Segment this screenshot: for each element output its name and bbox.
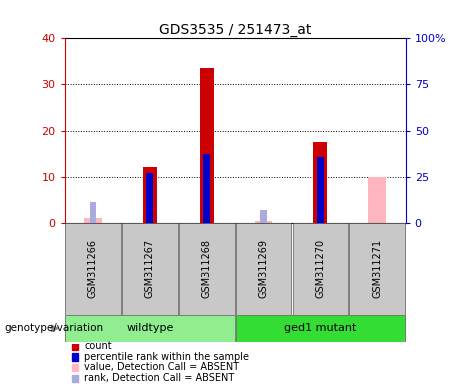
Text: value, Detection Call = ABSENT: value, Detection Call = ABSENT	[84, 362, 239, 372]
Bar	[147, 173, 153, 223]
Text: ged1 mutant: ged1 mutant	[284, 323, 356, 333]
Text: GSM311271: GSM311271	[372, 239, 382, 298]
Bar	[143, 167, 157, 223]
Bar	[254, 221, 272, 223]
Bar	[203, 154, 210, 223]
Text: GSM311267: GSM311267	[145, 239, 155, 298]
Bar	[72, 353, 78, 361]
Text: GSM311270: GSM311270	[315, 239, 325, 298]
Bar	[89, 202, 96, 223]
Bar	[179, 223, 235, 315]
Bar	[368, 177, 386, 223]
Bar	[72, 343, 78, 350]
Text: count: count	[84, 341, 112, 351]
Bar	[317, 157, 324, 223]
Bar	[236, 315, 405, 342]
Text: GSM311266: GSM311266	[88, 239, 98, 298]
Bar	[236, 223, 291, 315]
Bar	[65, 315, 235, 342]
Bar	[122, 223, 177, 315]
Bar	[293, 223, 348, 315]
Text: genotype/variation: genotype/variation	[5, 323, 104, 333]
Bar	[349, 223, 405, 315]
Text: rank, Detection Call = ABSENT: rank, Detection Call = ABSENT	[84, 373, 235, 383]
Bar	[313, 142, 327, 223]
Bar	[72, 364, 78, 371]
Bar	[72, 375, 78, 382]
Bar	[84, 218, 102, 223]
Bar	[260, 210, 267, 223]
Text: wildtype: wildtype	[126, 323, 173, 333]
Text: GSM311268: GSM311268	[201, 239, 212, 298]
Text: percentile rank within the sample: percentile rank within the sample	[84, 352, 249, 362]
Bar	[65, 223, 121, 315]
Title: GDS3535 / 251473_at: GDS3535 / 251473_at	[159, 23, 311, 37]
Bar	[200, 68, 213, 223]
Text: GSM311269: GSM311269	[259, 239, 269, 298]
